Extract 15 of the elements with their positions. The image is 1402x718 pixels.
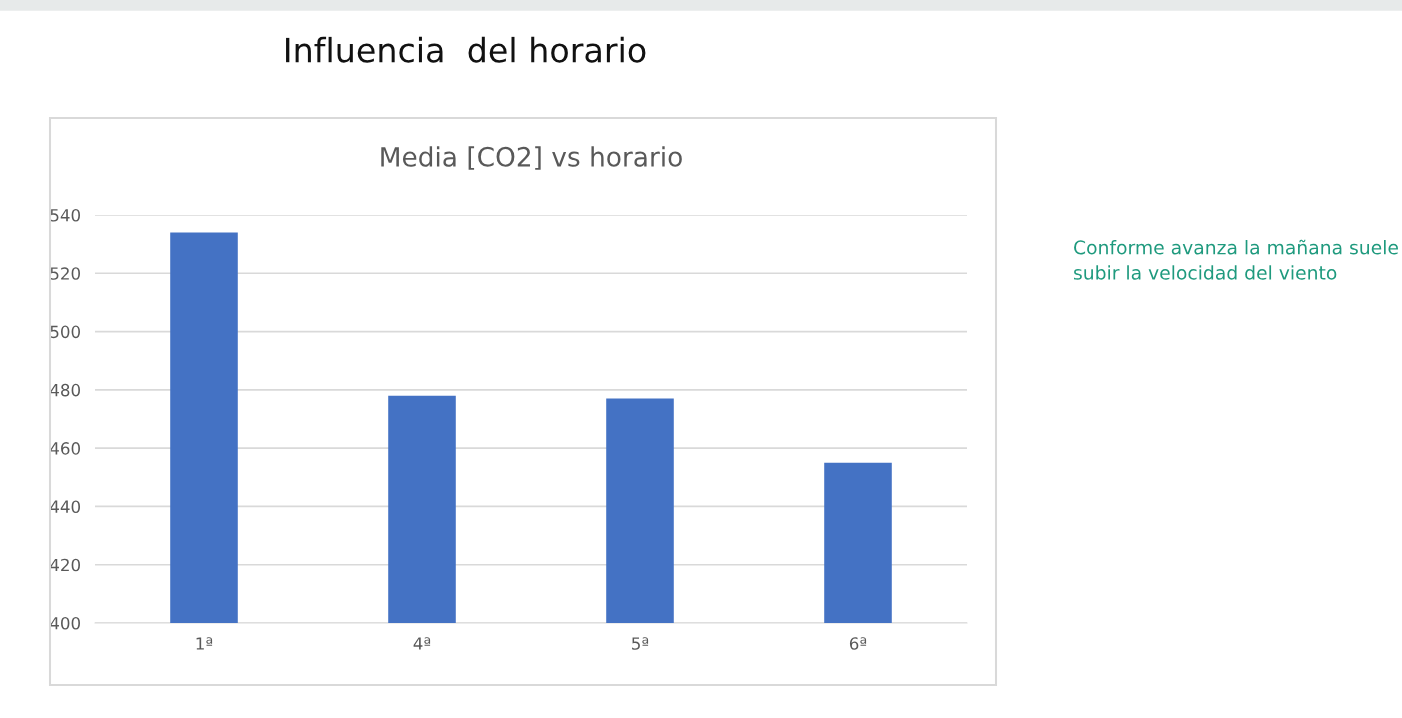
y-tick-label: 400 [50, 616, 80, 630]
x-tick-label: 4ª [413, 637, 431, 650]
x-tick-label: 5ª [632, 637, 649, 650]
y-tick-label: 420 [50, 558, 80, 572]
x-tick-label: 6ª [849, 637, 867, 650]
y-tick-label: 520 [50, 267, 80, 280]
y-tick-label: 540 [50, 208, 80, 222]
x-tick-label: 1ª [196, 637, 213, 650]
chart-title: Media [CO2] vs horario [381, 146, 682, 170]
text: Influencia del horario [286, 36, 646, 63]
y-tick-label: 500 [50, 325, 80, 339]
y-tick-label: 460 [50, 442, 80, 455]
y-tick-label: 480 [50, 383, 80, 397]
y-tick-label: 440 [50, 500, 80, 513]
text: Conforme avanza la mañana suele subir la velocidad del viento [1074, 239, 1398, 280]
